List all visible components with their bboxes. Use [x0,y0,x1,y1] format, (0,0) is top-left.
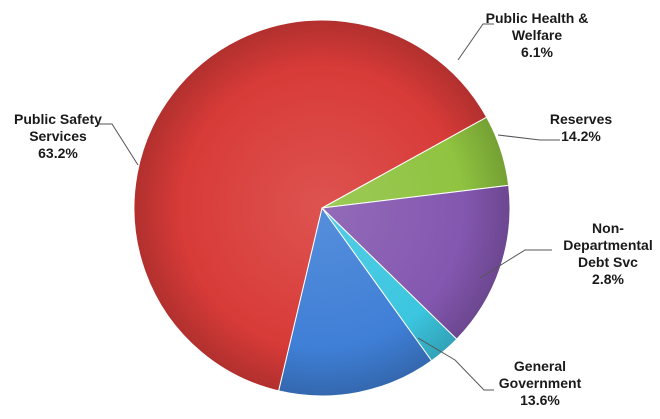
slice-label-line: Services [29,128,87,144]
slice-label-reserves: Reserves 14.2% [550,111,612,144]
leader-line-non-departmental-debt-svc [479,249,552,279]
slice-label-line: 6.1% [521,44,553,60]
slice-label-non-departmental-debt-svc: Non-Departmental Debt Svc 2.8% [563,220,652,287]
leader-line-reserves [497,134,560,141]
slice-label-line: Departmental [563,237,652,253]
leader-line-public-safety-services [98,123,139,166]
slice-label-line: 2.8% [592,271,624,287]
leader-line-public-health-welfare [457,23,494,61]
slice-label-line: 13.6% [520,392,560,408]
slice-label-public-safety-services: Public Safety Services 63.2% [14,111,102,161]
pie-slice-public-safety-services [133,19,488,392]
slice-label-line: Reserves [550,111,612,127]
slice-label-line: 63.2% [38,145,78,161]
slice-label-public-health-welfare: Public Health & Welfare 6.1% [486,10,589,60]
slice-label-line: Non- [592,220,624,236]
slice-label-line: Public Health & [486,10,589,26]
slice-label-line: Public Safety [14,111,102,127]
slice-label-line: Welfare [512,27,563,43]
pie-slice-general-government [277,206,433,397]
slice-label-line: General [514,358,566,374]
pie-slice-reserves [320,184,511,340]
slice-label-line: 14.2% [561,128,601,144]
slice-label-line: Government [499,375,582,391]
leader-line-general-government [417,337,494,391]
slice-label-general-government: General Government 13.6% [499,358,582,408]
slice-label-line: Debt Svc [578,254,638,270]
